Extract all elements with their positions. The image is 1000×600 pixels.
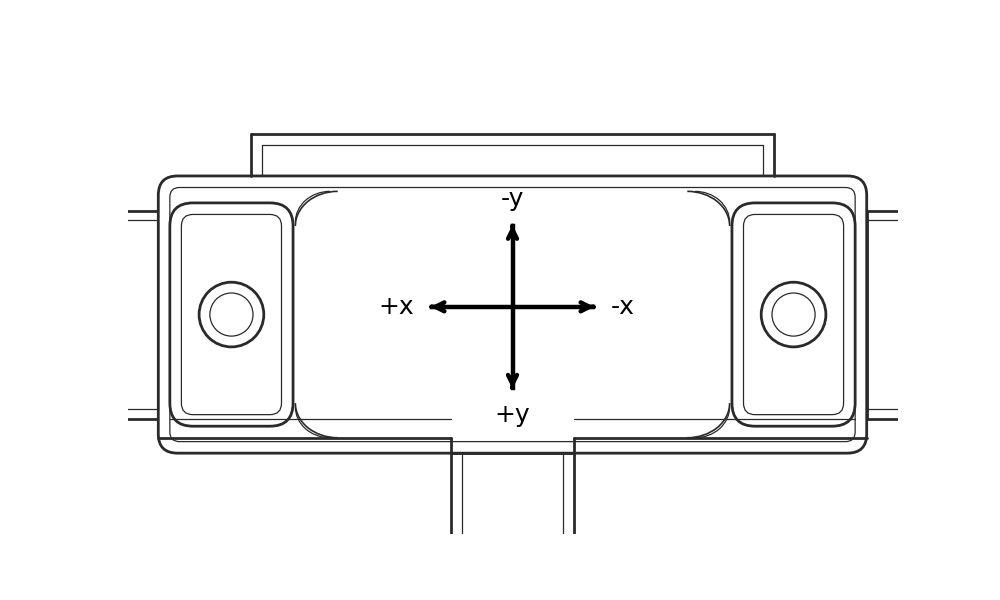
Text: +x: +x — [378, 295, 414, 319]
Text: -x: -x — [611, 295, 635, 319]
Bar — [867, 220, 919, 409]
Bar — [97, 211, 158, 419]
Bar — [106, 220, 158, 409]
Bar — [867, 211, 928, 419]
Text: -y: -y — [501, 187, 524, 211]
Bar — [462, 453, 563, 565]
Bar — [451, 453, 574, 577]
Text: +y: +y — [495, 403, 530, 427]
FancyBboxPatch shape — [158, 176, 867, 453]
